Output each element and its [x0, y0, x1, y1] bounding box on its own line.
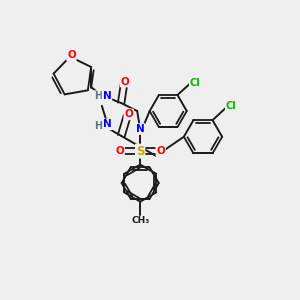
Text: O: O	[121, 76, 129, 86]
Text: N: N	[103, 119, 112, 129]
Text: O: O	[156, 146, 165, 156]
Text: O: O	[67, 50, 76, 60]
Text: O: O	[115, 146, 124, 156]
Text: O: O	[124, 110, 133, 119]
Text: N: N	[136, 124, 145, 134]
Text: H: H	[94, 91, 102, 101]
Text: N: N	[103, 91, 111, 101]
Text: CH₃: CH₃	[131, 217, 149, 226]
Text: H: H	[94, 121, 103, 131]
Text: Cl: Cl	[226, 101, 236, 111]
Text: S: S	[136, 145, 144, 158]
Text: Cl: Cl	[190, 78, 200, 88]
